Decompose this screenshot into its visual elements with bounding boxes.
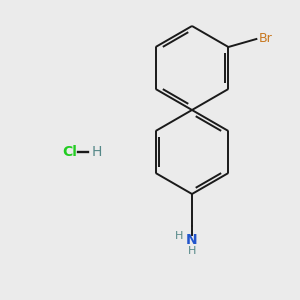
Text: N: N: [186, 233, 198, 247]
Text: H: H: [188, 246, 196, 256]
Text: H: H: [92, 145, 102, 159]
Text: Br: Br: [258, 32, 272, 46]
Text: H: H: [175, 231, 183, 241]
Text: Cl: Cl: [62, 145, 77, 159]
